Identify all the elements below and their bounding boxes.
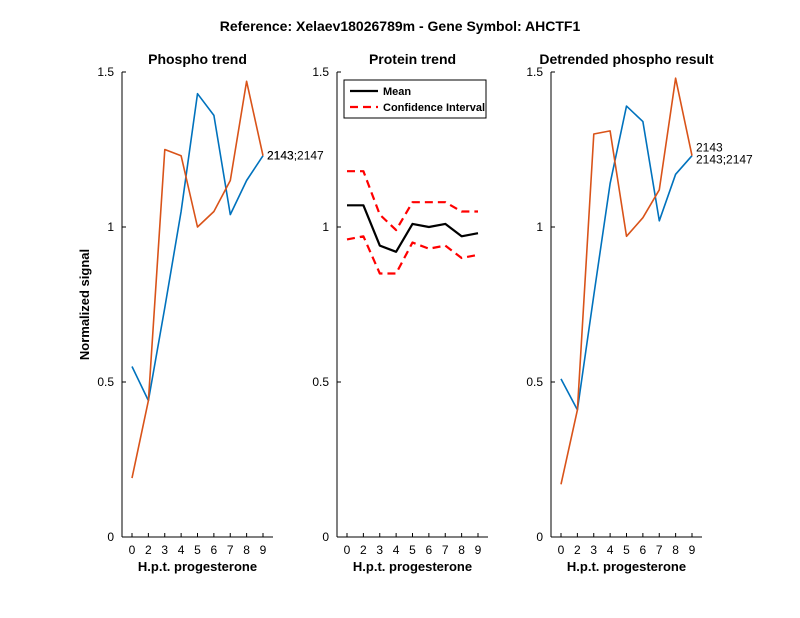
x-tick-label: 5 bbox=[409, 543, 416, 557]
x-tick-label: 6 bbox=[211, 543, 218, 557]
y-tick-label: 1 bbox=[536, 220, 543, 234]
chart-legend: Mean Confidence Interval bbox=[343, 79, 487, 119]
x-tick-label: 7 bbox=[442, 543, 449, 557]
y-tick-label: 0.5 bbox=[526, 375, 543, 389]
x-tick-label: 0 bbox=[344, 543, 351, 557]
panel-title: Phospho trend bbox=[148, 51, 247, 67]
y-axis-label: Normalized signal bbox=[77, 249, 92, 360]
y-tick-label: 1.5 bbox=[526, 65, 543, 79]
series-line-2 bbox=[560, 77, 693, 485]
y-tick-label: 1 bbox=[107, 220, 114, 234]
x-tick-label: 0 bbox=[558, 543, 565, 557]
x-tick-label: 5 bbox=[194, 543, 201, 557]
x-tick-label: 8 bbox=[458, 543, 465, 557]
series-line-2 bbox=[347, 170, 478, 232]
series-line-1 bbox=[560, 105, 693, 411]
x-tick-label: 5 bbox=[623, 543, 630, 557]
y-tick-label: 0.5 bbox=[312, 375, 329, 389]
legend-label: Confidence Interval bbox=[383, 102, 485, 114]
x-tick-label: 4 bbox=[393, 543, 400, 557]
y-tick-label: 1 bbox=[322, 220, 329, 234]
series-line-3 bbox=[346, 235, 479, 275]
x-tick-label: 8 bbox=[672, 543, 679, 557]
panel-title: Detrended phospho result bbox=[539, 51, 714, 67]
x-axis-label: H.p.t. progesterone bbox=[353, 559, 472, 574]
legend-label: Mean bbox=[383, 86, 411, 98]
x-tick-label: 9 bbox=[689, 543, 696, 557]
legend-box bbox=[343, 79, 487, 119]
annotation-label: 2143;2147 bbox=[267, 149, 324, 163]
x-tick-label: 6 bbox=[640, 543, 647, 557]
series-line-2 bbox=[131, 80, 264, 479]
series-line-1 bbox=[131, 92, 264, 402]
x-tick-label: 7 bbox=[656, 543, 663, 557]
x-tick-label: 9 bbox=[475, 543, 482, 557]
x-axis-label: H.p.t. progesterone bbox=[567, 559, 686, 574]
y-tick-label: 0 bbox=[107, 530, 114, 544]
x-axis-label: H.p.t. progesterone bbox=[138, 559, 257, 574]
annotation-label: 2143 bbox=[696, 141, 723, 155]
annotation-label: 2143;2147 bbox=[696, 153, 753, 167]
x-tick-label: 4 bbox=[178, 543, 185, 557]
annotation-label: 2143 bbox=[267, 149, 294, 163]
y-tick-label: 0.5 bbox=[97, 375, 114, 389]
series-line-1 bbox=[347, 204, 479, 253]
x-tick-label: 0 bbox=[129, 543, 136, 557]
x-tick-label: 6 bbox=[426, 543, 433, 557]
x-tick-label: 2 bbox=[360, 543, 367, 557]
x-tick-label: 4 bbox=[607, 543, 614, 557]
x-tick-label: 9 bbox=[260, 543, 267, 557]
y-tick-label: 0 bbox=[536, 530, 543, 544]
y-tick-label: 0 bbox=[322, 530, 329, 544]
x-tick-label: 3 bbox=[376, 543, 383, 557]
x-tick-label: 7 bbox=[227, 543, 234, 557]
x-tick-label: 2 bbox=[574, 543, 581, 557]
y-tick-label: 1.5 bbox=[97, 65, 114, 79]
x-tick-label: 3 bbox=[590, 543, 597, 557]
x-tick-label: 8 bbox=[243, 543, 250, 557]
panel-title: Protein trend bbox=[369, 51, 456, 67]
y-tick-label: 1.5 bbox=[312, 65, 329, 79]
figure-title: Reference: Xelaev18026789m - Gene Symbol… bbox=[220, 18, 581, 34]
x-tick-label: 2 bbox=[145, 543, 152, 557]
x-tick-label: 3 bbox=[161, 543, 168, 557]
